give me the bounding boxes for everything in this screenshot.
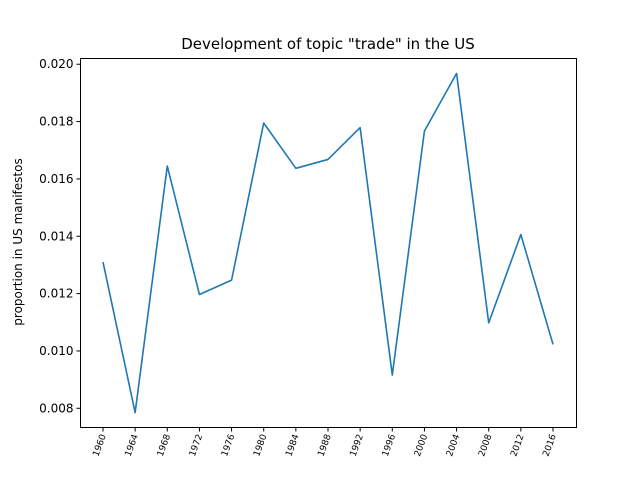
y-axis: 0.008 0.010 0.012 0.014 0.016 0.018 0.020 xyxy=(39,57,81,415)
x-tick-label: 1992 xyxy=(349,433,366,458)
axes-frame xyxy=(80,58,577,428)
x-tick-label: 2008 xyxy=(477,433,494,458)
y-tick-label: 0.014 xyxy=(39,229,73,243)
x-tick-label: 2004 xyxy=(445,433,462,458)
x-tick-label: 1968 xyxy=(156,433,173,458)
x-tick-label: 1988 xyxy=(317,433,334,458)
x-tick-label: 1960 xyxy=(92,433,109,458)
x-tick-label: 2012 xyxy=(509,433,526,458)
x-tick-label: 1976 xyxy=(220,433,237,458)
y-tick-label: 0.020 xyxy=(39,57,73,71)
x-tick-label: 1980 xyxy=(252,433,269,458)
y-tick-label: 0.018 xyxy=(39,115,73,129)
series-group xyxy=(102,72,554,414)
x-tick-label: 2016 xyxy=(542,433,559,458)
x-tick-label: 1972 xyxy=(188,433,205,458)
y-axis-label: proportion in US manifestos xyxy=(11,158,25,325)
x-tick-label: 2000 xyxy=(413,433,430,458)
y-tick-label: 0.008 xyxy=(39,401,73,415)
x-tick-label: 1964 xyxy=(124,433,141,458)
x-tick-label: 1996 xyxy=(381,433,398,458)
chart-title: Development of topic "trade" in the US xyxy=(181,35,475,53)
x-tick-label: 1984 xyxy=(284,433,301,458)
y-tick-label: 0.010 xyxy=(39,344,73,358)
y-tick-label: 0.016 xyxy=(39,172,73,186)
x-axis: 1960 1964 1968 1972 1976 1980 1984 1988 1992 1996… xyxy=(92,427,559,458)
series-line xyxy=(102,72,554,414)
y-tick-label: 0.012 xyxy=(39,287,73,301)
